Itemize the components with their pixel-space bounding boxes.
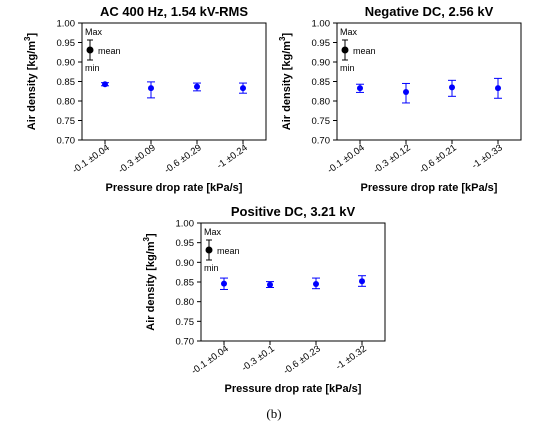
y-axis-label-superscript: 3 xyxy=(23,36,32,41)
data-point-mean xyxy=(359,278,365,285)
x-axis-label: Pressure drop rate [kPa/s] xyxy=(225,383,362,395)
y-tick-label: 0.70 xyxy=(57,136,76,147)
y-tick-label: 0.90 xyxy=(312,58,331,69)
data-point-mean xyxy=(313,280,319,287)
y-tick-label: 0.70 xyxy=(176,337,195,348)
x-tick-label: -0.1 ±0.04 xyxy=(325,142,366,176)
legend-min-label: min xyxy=(340,63,355,73)
chart-panel-ac: AC 400 Hz, 1.54 kV-RMS 0.70 0.75 0.80 0.85 0.… xyxy=(23,4,267,194)
y-tick-label: 0.80 xyxy=(312,97,331,108)
y-tick-label: 0.85 xyxy=(176,278,195,289)
y-tick-label: 0.80 xyxy=(57,97,76,108)
y-tick-label: 0.70 xyxy=(312,136,331,147)
x-tick-label: -0.6 ±0.21 xyxy=(417,142,458,176)
data-point-mean xyxy=(102,81,108,88)
legend-min-label: min xyxy=(204,263,219,273)
y-tick-label: 0.75 xyxy=(57,116,76,127)
y-axis-label-text: Air density [kg/m xyxy=(145,241,157,330)
legend-mean-label: mean xyxy=(353,46,376,56)
data-point-mean xyxy=(194,83,200,90)
data-point-mean xyxy=(148,85,154,92)
data-point-mean xyxy=(449,84,455,91)
y-tick-label: 0.75 xyxy=(176,317,195,328)
data-point-mean xyxy=(240,85,246,92)
data-point-mean xyxy=(221,280,227,287)
legend-max-label: Max xyxy=(204,227,222,237)
x-tick-label: -0.1 ±0.04 xyxy=(189,343,230,377)
figure-label: (b) xyxy=(266,406,281,421)
data-point-mean xyxy=(495,85,501,92)
x-tick-label: -0.6 ±0.29 xyxy=(162,142,203,176)
y-tick-label: 0.95 xyxy=(176,238,195,249)
y-axis-label-superscript: 3 xyxy=(278,36,287,41)
y-tick-label: 0.95 xyxy=(312,38,331,49)
data-point-mean xyxy=(403,89,409,96)
y-tick-label: 0.80 xyxy=(176,297,195,308)
x-tick-label: -0.3 ±0.12 xyxy=(371,142,412,176)
y-tick-label: 1.00 xyxy=(312,19,331,30)
y-tick-label: 0.75 xyxy=(312,116,331,127)
plot-frame xyxy=(81,22,267,141)
y-axis-label-bracket: ] xyxy=(281,32,293,36)
y-axis-label: Air density [kg/m3] xyxy=(23,32,38,130)
y-axis-label: Air density [kg/m3] xyxy=(142,233,157,331)
y-axis-label: Air density [kg/m3] xyxy=(278,32,293,130)
y-axis-label-bracket: ] xyxy=(26,32,38,36)
plot-frame xyxy=(336,22,522,141)
x-tick-label: -0.6 ±0.23 xyxy=(281,343,322,377)
chart-title: Positive DC, 3.21 kV xyxy=(231,204,356,219)
x-tick-label: -1 ±0.33 xyxy=(470,142,505,171)
x-axis-label: Pressure drop rate [kPa/s] xyxy=(361,182,498,194)
legend-mean-marker xyxy=(205,246,213,254)
x-tick-label: -0.1 ±0.04 xyxy=(70,142,111,176)
y-axis-label-text: Air density [kg/m xyxy=(281,41,293,130)
y-axis-label-bracket: ] xyxy=(145,233,157,237)
y-tick-label: 0.95 xyxy=(57,38,76,49)
y-tick-label: 1.00 xyxy=(57,19,76,30)
chart-panel-negative-dc: Negative DC, 2.56 kV 0.70 0.75 0.80 0.85 0.90… xyxy=(278,4,522,194)
plot-frame xyxy=(200,222,386,342)
y-tick-label: 0.90 xyxy=(57,58,76,69)
x-tick-label: -1 ±0.32 xyxy=(334,343,369,372)
data-point-mean xyxy=(267,281,273,288)
legend-mean-label: mean xyxy=(217,246,240,256)
chart-panel-positive-dc: Positive DC, 3.21 kV 0.70 0.75 0.80 0.85 0.90… xyxy=(142,204,386,395)
legend-mean-label: mean xyxy=(98,46,121,56)
x-tick-label: -0.3 ±0.1 xyxy=(240,343,277,373)
y-tick-label: 0.90 xyxy=(176,258,195,269)
chart-title: AC 400 Hz, 1.54 kV-RMS xyxy=(100,4,248,19)
x-axis-label: Pressure drop rate [kPa/s] xyxy=(106,182,243,194)
y-axis-label-text: Air density [kg/m xyxy=(26,41,38,130)
data-point-mean xyxy=(357,85,363,92)
legend-mean-marker xyxy=(86,46,94,54)
y-axis-label-superscript: 3 xyxy=(142,236,151,241)
legend-min-label: min xyxy=(85,63,100,73)
y-tick-label: 0.85 xyxy=(312,77,331,88)
legend-mean-marker xyxy=(341,46,349,54)
y-tick-label: 0.85 xyxy=(57,77,76,88)
x-tick-label: -0.3 ±0.09 xyxy=(116,142,157,176)
y-tick-label: 1.00 xyxy=(176,219,195,230)
legend-max-label: Max xyxy=(340,27,358,37)
legend-max-label: Max xyxy=(85,27,103,37)
chart-title: Negative DC, 2.56 kV xyxy=(365,4,494,19)
x-tick-label: -1 ±0.24 xyxy=(215,142,250,171)
